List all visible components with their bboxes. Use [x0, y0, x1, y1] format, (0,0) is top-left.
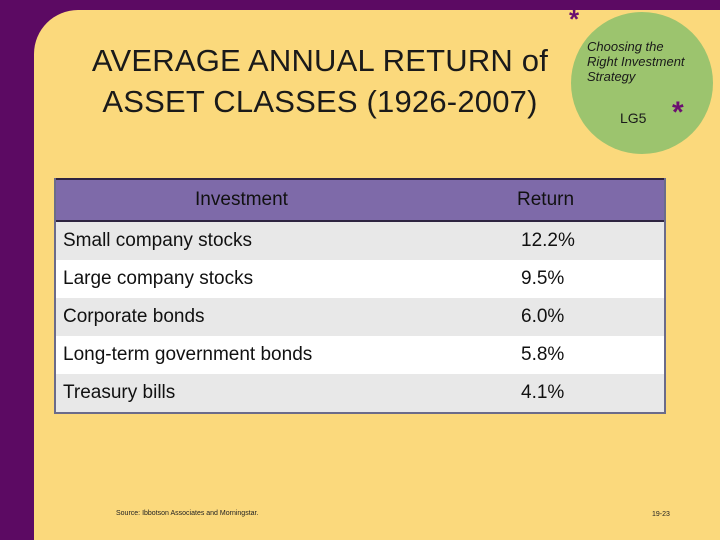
badge-line-1: Choosing the	[587, 39, 664, 54]
learning-goal-code: LG5	[620, 110, 647, 126]
table-row: Long-term government bonds 5.8%	[56, 336, 664, 374]
title-line-1: AVERAGE ANNUAL RETURN of	[91, 43, 549, 78]
table-body: Small company stocks 12.2% Large company…	[56, 222, 664, 412]
objective-badge	[571, 12, 713, 154]
table-row: Large company stocks 9.5%	[56, 260, 664, 298]
investment-cell: Treasury bills	[63, 382, 176, 403]
investment-cell: Long-term government bonds	[63, 344, 313, 365]
returns-table: Investment Return Small company stocks 1…	[54, 178, 666, 414]
investment-cell: Small company stocks	[63, 230, 253, 251]
return-cell: 4.1%	[521, 382, 565, 403]
header-investment: Investment	[195, 189, 288, 210]
table-row: Corporate bonds 6.0%	[56, 298, 664, 336]
objective-badge-text: Choosing the Right Investment Strategy	[587, 39, 711, 84]
return-cell: 5.8%	[521, 344, 565, 365]
header-return: Return	[517, 189, 575, 210]
badge-line-2: Right Investment	[587, 54, 685, 69]
star-icon: *	[672, 96, 684, 129]
return-cell: 6.0%	[521, 306, 565, 327]
return-cell: 12.2%	[521, 230, 575, 251]
table-header: Investment Return	[56, 178, 664, 222]
star-icon: *	[569, 4, 580, 34]
investment-cell: Large company stocks	[63, 268, 254, 289]
table-row: Small company stocks 12.2%	[56, 222, 664, 260]
page-number: 19-23	[652, 511, 670, 518]
investment-cell: Corporate bonds	[63, 306, 205, 327]
title-line-2: ASSET CLASSES (1926-2007)	[102, 84, 538, 119]
badge-line-3: Strategy	[587, 69, 636, 84]
source-note: Source: Ibbotson Associates and Mornings…	[116, 510, 259, 517]
table-row: Treasury bills 4.1%	[56, 374, 664, 412]
slide-title: AVERAGE ANNUAL RETURN of ASSET CLASSES (…	[60, 40, 580, 122]
return-cell: 9.5%	[521, 268, 565, 289]
